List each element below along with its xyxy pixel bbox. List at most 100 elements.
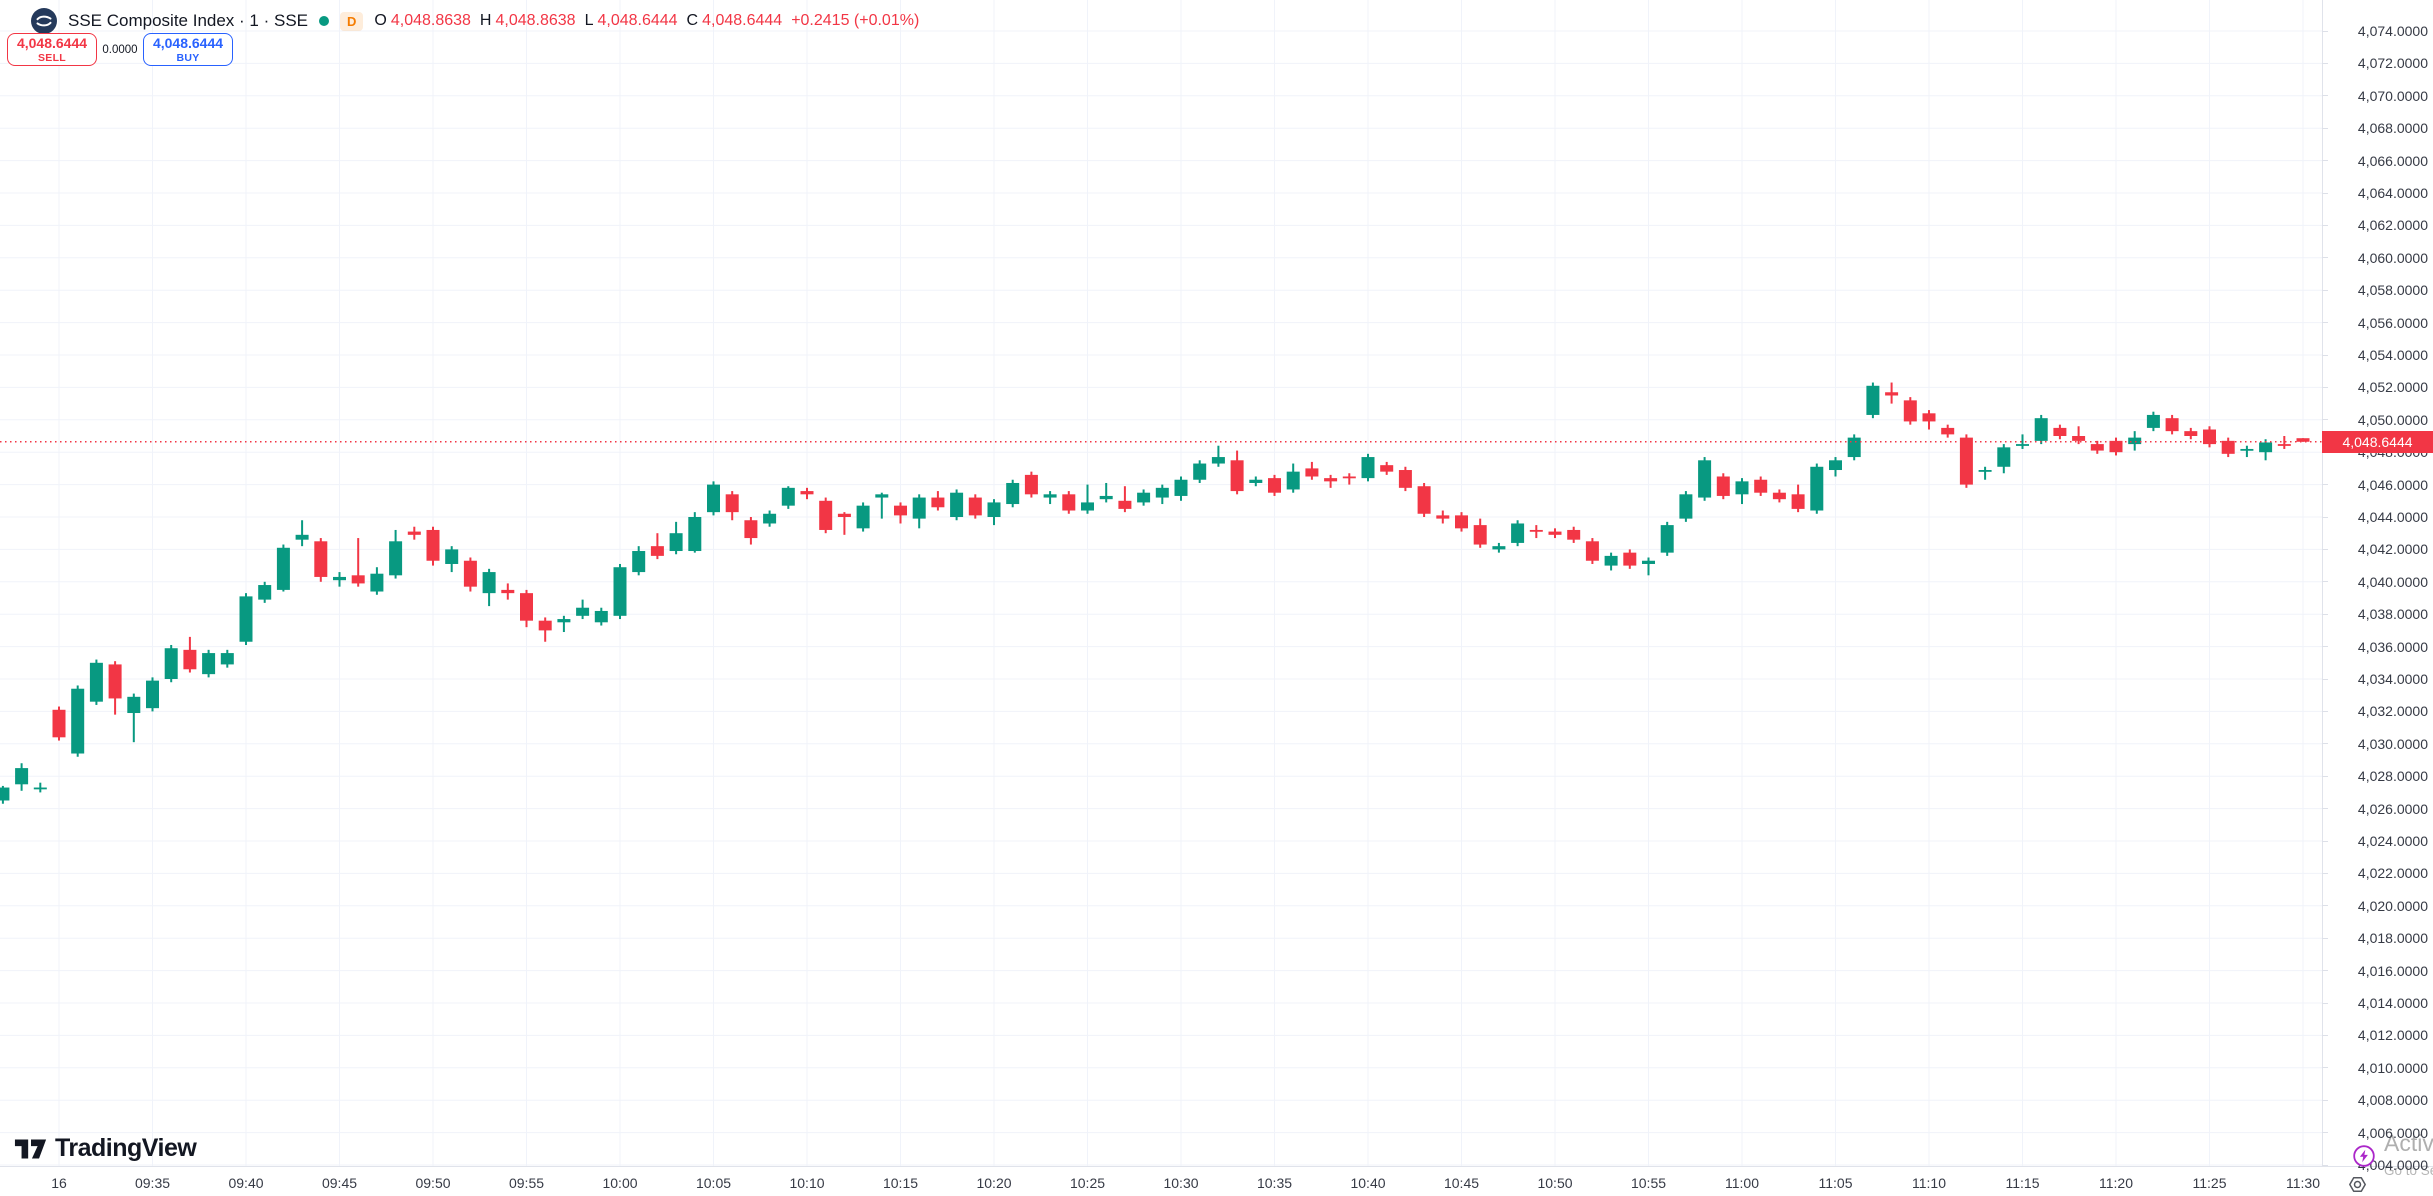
market-open-dot-icon[interactable] — [319, 16, 329, 26]
price-axis-label: 4,030.0000 — [2357, 735, 2428, 752]
time-axis-label: 11:30 — [2286, 1175, 2320, 1191]
time-axis-label: 11:05 — [1818, 1175, 1853, 1191]
price-axis-tick — [2322, 516, 2328, 518]
symbol-title[interactable]: SSE Composite Index · 1 · SSE — [68, 11, 308, 30]
price-axis-tick — [2322, 775, 2328, 777]
price-axis-tick — [2322, 289, 2328, 291]
high-value: 4,048.8638 — [495, 12, 576, 29]
time-axis-label: 11:00 — [1725, 1175, 1759, 1191]
sell-price: 4,048.6444 — [16, 35, 88, 52]
time-axis-label: 10:15 — [882, 1175, 919, 1191]
price-axis-label: 4,034.0000 — [2357, 671, 2428, 687]
price-axis-label: 4,038.0000 — [2357, 606, 2428, 623]
price-axis[interactable]: 4,074.0000 4,072.0000 4,070.0000 4,068.0000… — [2322, 0, 2433, 1173]
price-axis-label: 4,022.0000 — [2357, 865, 2428, 882]
sse-logo-icon — [31, 8, 57, 34]
price-axis-label: 4,006.0000 — [2357, 1124, 2428, 1141]
ohlc-values: O 4,048.8638 H 4,048.8638 L 4,048.6444 C… — [374, 12, 919, 30]
price-axis-tick — [2322, 808, 2328, 810]
tradingview-brand-name: TradingView — [55, 1134, 197, 1162]
price-axis-label: 4,058.0000 — [2357, 282, 2428, 299]
price-axis-label: 4,060.0000 — [2357, 249, 2428, 266]
sell-label: SELL — [37, 51, 67, 64]
lightning-icon[interactable] — [2353, 1145, 2375, 1167]
price-axis-tick — [2322, 548, 2328, 550]
price-axis-label: 4,026.0000 — [2357, 800, 2428, 817]
tradingview-brand-link[interactable]: TradingView — [14, 1134, 197, 1163]
sell-button[interactable]: 4,048.6444 SELL — [7, 33, 97, 66]
price-axis-label: 4,054.0000 — [2357, 347, 2428, 363]
time-axis-label: 10:35 — [1256, 1175, 1293, 1191]
time-axis-label: 10:20 — [976, 1175, 1012, 1191]
price-axis-tick — [2322, 1099, 2328, 1101]
price-axis-tick — [2322, 322, 2328, 324]
buy-label: BUY — [176, 51, 200, 64]
time-axis[interactable]: 16 09:35 09:40 09:45 09:50 09:55 10:00 10:05 10:… — [0, 1167, 2433, 1196]
price-axis-label: 4,014.0000 — [2357, 995, 2428, 1011]
order-panel: 4,048.6444 SELL 0.0000 4,048.6444 BUY — [7, 33, 233, 66]
price-axis-tick — [2322, 386, 2328, 388]
price-axis-tick — [2322, 581, 2328, 583]
time-axis-label: 10:10 — [789, 1175, 825, 1191]
price-axis-tick — [2322, 678, 2328, 680]
price-axis-label: 4,008.0000 — [2357, 1092, 2428, 1109]
low-value: 4,048.6444 — [597, 12, 678, 29]
price-axis-tick — [2322, 937, 2328, 939]
price-axis-tick — [2322, 1002, 2328, 1004]
price-axis-label: 4,024.0000 — [2357, 833, 2428, 849]
time-axis-label: 09:35 — [134, 1175, 171, 1191]
time-axis-label: 11:25 — [2192, 1175, 2227, 1191]
price-axis-label: 4,042.0000 — [2357, 541, 2428, 558]
time-axis-label: 09:55 — [508, 1175, 545, 1191]
price-axis-tick — [2322, 419, 2328, 421]
price-axis-tick — [2322, 872, 2328, 874]
current-price-label: 4,048.6444 — [2322, 430, 2433, 453]
close-key: C — [686, 12, 699, 29]
price-axis-label: 4,072.0000 — [2357, 55, 2428, 72]
time-axis-label: 10:45 — [1443, 1175, 1480, 1191]
price-axis-tick — [2322, 95, 2328, 97]
price-axis-tick — [2322, 743, 2328, 745]
price-axis-label: 4,010.0000 — [2357, 1059, 2428, 1076]
price-axis-label: 4,074.0000 — [2357, 23, 2428, 39]
price-axis-label: 4,068.0000 — [2357, 120, 2428, 137]
price-axis-label: 4,004.0000 — [2357, 1157, 2428, 1173]
price-axis-label: 4,066.0000 — [2357, 152, 2428, 169]
price-axis-label: 4,020.0000 — [2357, 897, 2428, 914]
price-axis-tick — [2322, 905, 2328, 907]
price-axis-tick — [2322, 613, 2328, 615]
price-axis-tick — [2322, 484, 2328, 486]
open-key: O — [374, 12, 387, 29]
price-axis-label: 4,036.0000 — [2357, 638, 2428, 655]
price-axis-tick — [2322, 224, 2328, 226]
price-axis-tick — [2322, 257, 2328, 259]
tradingview-logo-icon — [14, 1139, 47, 1158]
price-axis-tick — [2322, 62, 2328, 64]
price-axis-tick — [2322, 840, 2328, 842]
time-axis-label: 11:10 — [1912, 1175, 1946, 1191]
time-axis-label: 10:00 — [602, 1175, 638, 1191]
time-axis-label: 11:15 — [2005, 1175, 2040, 1191]
price-axis-label: 4,032.0000 — [2357, 703, 2428, 720]
price-axis-label: 4,046.0000 — [2357, 476, 2428, 493]
price-axis-tick — [2322, 192, 2328, 194]
delayed-data-badge[interactable]: D — [340, 11, 364, 31]
price-axis-label: 4,064.0000 — [2357, 185, 2428, 201]
price-axis-tick — [2322, 160, 2328, 162]
price-axis-label: 4,050.0000 — [2357, 411, 2428, 428]
buy-button[interactable]: 4,048.6444 BUY — [143, 33, 233, 66]
time-axis-label: 10:05 — [695, 1175, 732, 1191]
open-value: 4,048.8638 — [390, 12, 471, 29]
time-axis-label: 16 — [51, 1175, 67, 1191]
price-axis-border — [2322, 0, 2323, 1166]
time-axis-label: 09:50 — [415, 1175, 451, 1191]
time-axis-label: 10:50 — [1537, 1175, 1573, 1191]
buy-price: 4,048.6444 — [152, 35, 224, 52]
high-key: H — [479, 12, 492, 29]
price-axis-tick — [2322, 30, 2328, 32]
time-axis-label: 09:40 — [228, 1175, 264, 1191]
axis-settings-gear-icon[interactable] — [2348, 1175, 2367, 1194]
price-axis-label: 4,028.0000 — [2357, 768, 2428, 785]
price-axis-label: 4,016.0000 — [2357, 962, 2428, 979]
